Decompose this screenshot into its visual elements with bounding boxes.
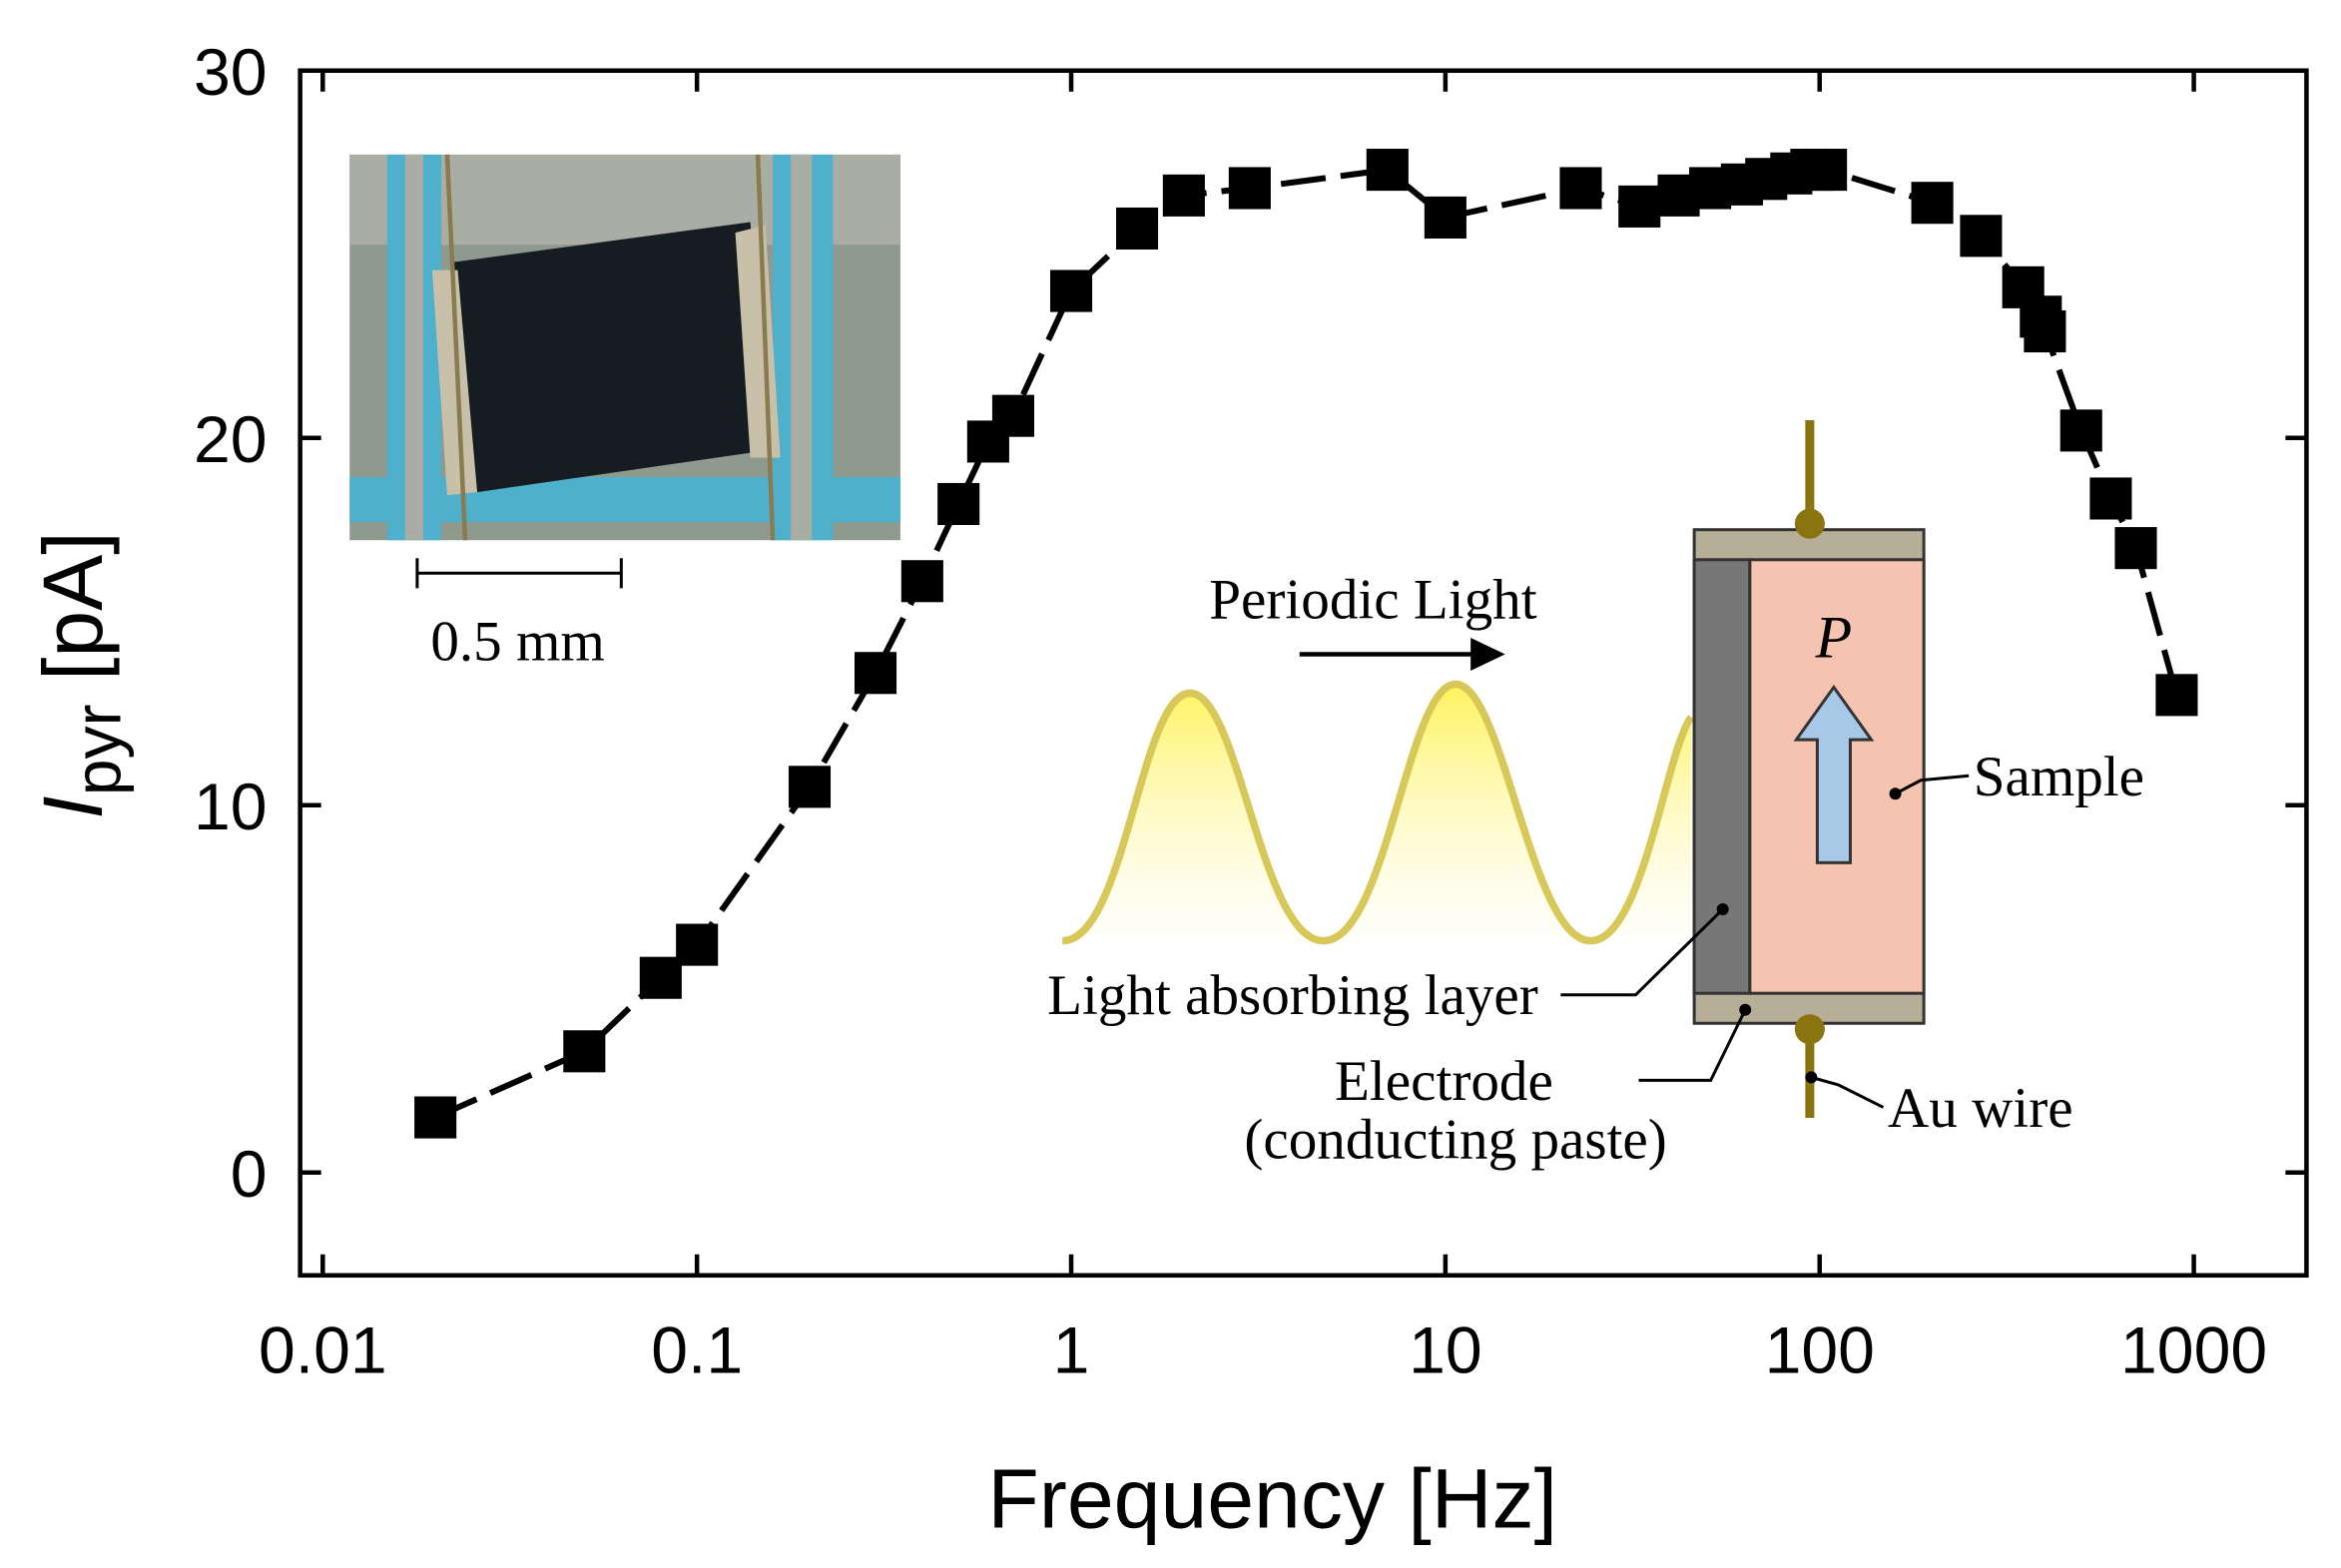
- data-point: [788, 766, 832, 808]
- wire-joint: [1794, 1014, 1825, 1045]
- data-point: [854, 652, 897, 695]
- x-tick-label: 0.01: [259, 1314, 387, 1388]
- data-point: [676, 923, 719, 966]
- wire-joint: [1794, 508, 1825, 539]
- sample-label: Sample: [1974, 746, 2144, 808]
- electrode-note: (conducting paste): [1244, 1109, 1666, 1172]
- electrode-label: Electrode: [1335, 1050, 1553, 1113]
- x-tick-label: 1: [1053, 1314, 1090, 1388]
- plot-frame: [297, 68, 2309, 1279]
- light-wave-fill: [1062, 684, 1692, 941]
- data-point: [1805, 149, 1848, 192]
- data-point: [2114, 527, 2157, 570]
- leader-lines: [1560, 774, 1970, 1109]
- x-tick-label: 100: [1765, 1314, 1875, 1388]
- y-label-unit: [26, 681, 120, 704]
- y-axis-label: Ipyr [pA]: [26, 531, 135, 818]
- leader-dots: [1716, 787, 1902, 1084]
- light-label: Periodic Light: [1209, 568, 1536, 631]
- light-arrowhead: [1470, 637, 1505, 672]
- data-point: [414, 1096, 457, 1139]
- data-point: [639, 956, 682, 999]
- data-point: [991, 394, 1035, 437]
- data-point: [1424, 196, 1466, 239]
- light-wave: [1061, 680, 1695, 945]
- scale-bar: [415, 558, 623, 589]
- data-point: [1960, 215, 2003, 258]
- data-point: [1162, 174, 1205, 217]
- y-tick-label: 20: [194, 403, 268, 477]
- data-point: [563, 1030, 606, 1073]
- data-point: [2089, 477, 2132, 520]
- y-tick-label: 30: [194, 36, 268, 110]
- x-axis-label: Frequency [Hz]: [987, 1451, 1557, 1545]
- wire-label: Au wire: [1888, 1077, 2073, 1140]
- data-point: [1618, 185, 1661, 228]
- absorbing-layer: [1692, 558, 1752, 995]
- data-point: [2024, 309, 2066, 353]
- data-point: [1559, 167, 1602, 210]
- y-tick-label: 10: [194, 771, 268, 844]
- absorber-label: Light absorbing layer: [1047, 964, 1538, 1027]
- y-tick-label: 0: [231, 1138, 268, 1212]
- y-label-subscript: pyr: [61, 704, 135, 795]
- photo-inset: [349, 154, 900, 541]
- polarization-arrow: [1793, 684, 1875, 864]
- data-point: [1911, 182, 1954, 225]
- data-point: [2059, 409, 2102, 452]
- x-tick-label: 10: [1409, 1314, 1482, 1388]
- data-point: [1366, 149, 1409, 192]
- data-point: [1115, 207, 1159, 251]
- x-tick-label: 0.1: [651, 1314, 743, 1388]
- polarization-label: P: [1815, 604, 1853, 671]
- data-point: [937, 482, 980, 526]
- y-label-unit: [pA]: [26, 531, 120, 681]
- data-line: [433, 166, 2180, 1121]
- data-point: [2155, 674, 2198, 717]
- data-point: [1228, 167, 1271, 210]
- x-tick-label: 1000: [2120, 1314, 2267, 1388]
- data-point: [900, 560, 943, 603]
- data-point: [1049, 269, 1093, 312]
- y-label-symbol: I: [26, 795, 120, 818]
- scale-label: 0.5 mm: [430, 610, 605, 673]
